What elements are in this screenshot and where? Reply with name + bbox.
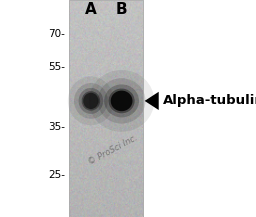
Ellipse shape [74,83,108,119]
Bar [69,0,143,217]
Polygon shape [145,92,159,110]
Text: B: B [116,2,127,17]
Ellipse shape [79,88,103,114]
Text: 55-: 55- [48,62,65,72]
Text: 35-: 35- [48,122,65,132]
Ellipse shape [68,76,114,125]
Text: A: A [85,2,97,17]
Text: Alpha-tubulin: Alpha-tubulin [163,94,256,107]
Ellipse shape [82,91,100,111]
Ellipse shape [98,78,145,123]
Text: 70-: 70- [48,29,65,39]
Text: © ProSci Inc.: © ProSci Inc. [87,133,139,166]
Text: 25-: 25- [48,170,65,180]
Ellipse shape [111,90,133,111]
Ellipse shape [83,93,99,109]
Ellipse shape [89,70,154,132]
Ellipse shape [104,84,139,117]
Ellipse shape [109,89,135,113]
